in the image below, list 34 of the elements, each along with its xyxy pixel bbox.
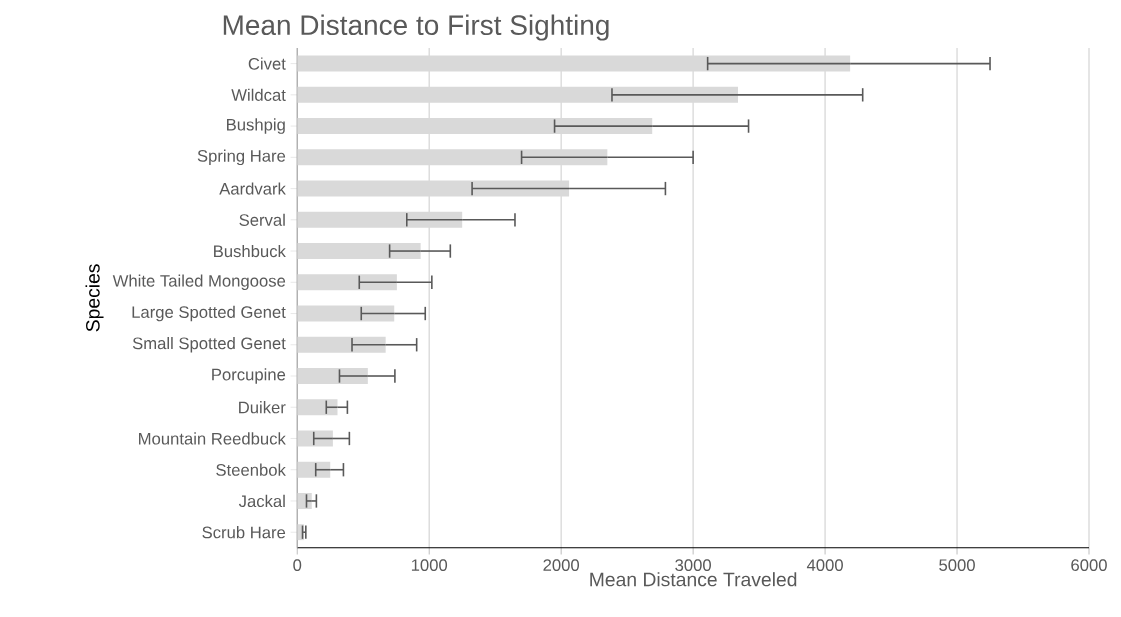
chart-title: Mean Distance to First Sighting <box>223 14 609 41</box>
y-tick-label: Mountain Reedbuck <box>139 432 286 445</box>
x-tick-label: 4000 <box>806 559 843 571</box>
x-tick-label: 2000 <box>543 559 580 571</box>
bar <box>297 367 368 384</box>
y-tick-label: Bushbuck <box>214 244 286 258</box>
y-tick-label: Wildcat <box>231 88 286 101</box>
y-tick-label: Small Spotted Genet <box>132 336 286 353</box>
y-tick-label: Bushpig <box>227 118 285 134</box>
y-tick-label: Porcupine <box>212 368 286 384</box>
y-tick-label: Civet <box>248 57 286 70</box>
y-tick-label: Aardvark <box>219 182 286 195</box>
y-tick-label: Spring Hare <box>197 149 286 166</box>
y-tick-label: Duiker <box>239 401 286 414</box>
bar <box>297 274 397 291</box>
y-tick-label: Steenbok <box>216 463 286 476</box>
x-tick-label: 1000 <box>411 559 448 571</box>
y-tick-label: Jackal <box>238 494 285 508</box>
x-axis-title: Mean Distance Traveled <box>590 572 797 587</box>
x-tick-label: 3000 <box>675 559 711 571</box>
y-tick-label: Scrub Hare <box>202 526 286 539</box>
y-axis-title: Species <box>85 264 104 332</box>
bar <box>297 242 421 259</box>
x-tick-label: 5000 <box>939 559 975 571</box>
bar <box>297 305 395 322</box>
x-tick-label: 6000 <box>1071 559 1107 571</box>
y-tick-label: Large Spotted Genet <box>132 305 286 322</box>
bar <box>297 461 331 478</box>
bar <box>297 336 386 353</box>
x-tick-label: 0 <box>293 559 302 571</box>
y-tick-label: Serval <box>239 213 285 226</box>
bar <box>297 399 338 416</box>
y-tick-label: White Tailed Mongoose <box>112 274 286 290</box>
bar <box>297 492 312 509</box>
